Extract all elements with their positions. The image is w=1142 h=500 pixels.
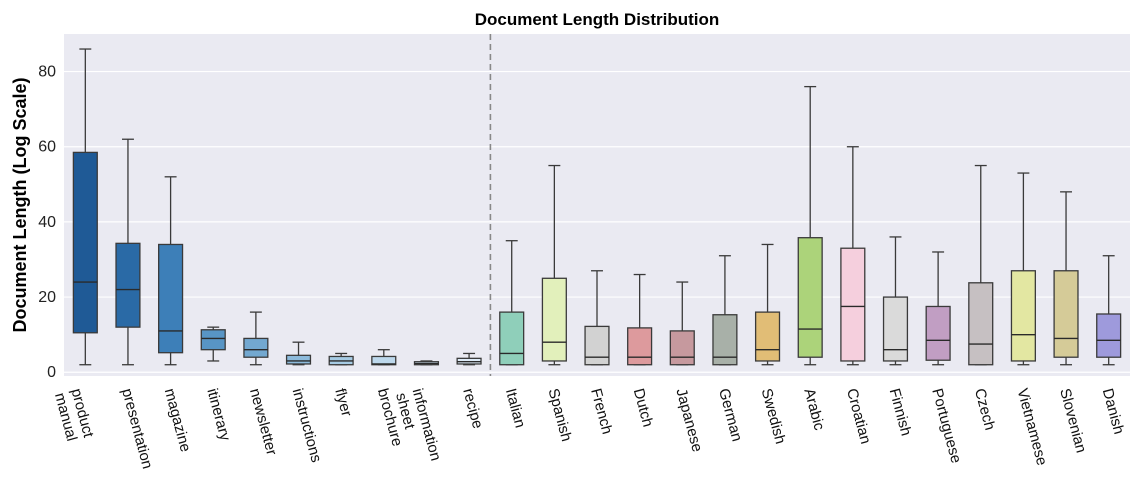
box-swedish — [754, 243, 781, 366]
box-magazine — [158, 176, 184, 366]
box-czech — [968, 164, 994, 366]
x-tick-label: Swedish — [758, 387, 789, 446]
box-newsletter — [243, 311, 269, 366]
x-tick-label: presentation — [118, 387, 156, 471]
x-tick-label: recipe — [459, 387, 486, 431]
x-tick-label: Danish — [1099, 387, 1128, 437]
iqr-box — [968, 282, 994, 366]
box-slovenian — [1053, 191, 1079, 366]
box-instructions — [285, 341, 312, 366]
chart-title: Document Length Distribution — [475, 10, 720, 29]
y-tick-label: 60 — [38, 139, 56, 156]
x-tick-label: French — [587, 387, 616, 436]
y-axis-label: Document Length (Log Scale) — [10, 77, 30, 332]
x-tick-label: Arabic — [800, 387, 828, 433]
x-tick-label: Italian — [502, 387, 529, 430]
x-tick-label: itinerary — [203, 387, 233, 443]
box-information-sheet — [413, 360, 440, 366]
box-finnish — [882, 236, 909, 366]
iqr-box — [72, 151, 98, 334]
box-french — [584, 270, 610, 366]
iqr-box — [627, 327, 653, 366]
x-tick-label: Portuguese — [928, 387, 964, 466]
iqr-box — [158, 243, 184, 354]
box-japanese — [669, 281, 695, 366]
iqr-box — [925, 305, 951, 361]
x-tick-label: newsletter — [246, 387, 280, 457]
x-tick-label: Croatian — [843, 387, 874, 446]
x-tick-label: Vietnamese — [1014, 387, 1051, 468]
iqr-box — [882, 296, 909, 362]
iqr-box — [285, 354, 312, 365]
iqr-box — [712, 314, 738, 366]
box-dutch — [627, 273, 653, 366]
box-series — [72, 34, 1122, 376]
y-tick-label: 20 — [38, 289, 56, 306]
iqr-box — [754, 311, 781, 362]
box-brochure — [371, 349, 397, 366]
x-tick-label: flyer — [331, 387, 355, 419]
iqr-box — [797, 237, 823, 358]
iqr-box — [371, 355, 397, 366]
box-danish — [1096, 255, 1122, 366]
box-arabic — [797, 85, 823, 366]
iqr-box — [499, 311, 525, 366]
x-tick-label: Spanish — [544, 387, 574, 444]
x-tick-label: Japanese — [672, 387, 705, 454]
x-tick-label: Dutch — [630, 387, 657, 429]
y-axis-ticks: 0 20 40 60 80 — [38, 64, 56, 382]
box-presentation — [115, 138, 141, 366]
iqr-box — [200, 329, 226, 351]
iqr-box — [669, 330, 695, 366]
iqr-box — [1010, 270, 1036, 362]
x-tick-label: Finnish — [886, 387, 915, 438]
x-tick-label: magazine — [161, 387, 194, 454]
x-tick-label: Czech — [971, 387, 998, 432]
box-croatian — [840, 146, 866, 366]
y-tick-label: 40 — [38, 214, 56, 231]
iqr-box — [243, 337, 269, 358]
box-product-manual — [72, 48, 98, 366]
iqr-box — [541, 277, 567, 362]
box-italian — [499, 240, 525, 366]
iqr-box — [1096, 313, 1122, 358]
x-tick-label: German — [715, 387, 745, 444]
box-spanish — [541, 164, 567, 366]
y-tick-label: 80 — [38, 64, 56, 81]
iqr-box — [115, 242, 141, 328]
box-portuguese — [925, 251, 951, 366]
iqr-box — [840, 247, 866, 362]
y-tick-label: 0 — [47, 364, 56, 381]
box-flyer — [328, 352, 354, 366]
x-tick-label: productmanual — [51, 387, 97, 445]
x-axis-ticks: productmanual presentation magazine itinera… — [51, 387, 1127, 471]
box-itinerary — [200, 326, 226, 362]
iqr-box — [584, 325, 610, 366]
box-german — [712, 255, 738, 366]
box-recipe — [456, 352, 482, 366]
iqr-box — [1053, 270, 1079, 358]
x-tick-label: instructions — [289, 387, 325, 465]
box-vietnamese — [1010, 172, 1036, 366]
x-tick-label: Slovenian — [1056, 387, 1089, 455]
